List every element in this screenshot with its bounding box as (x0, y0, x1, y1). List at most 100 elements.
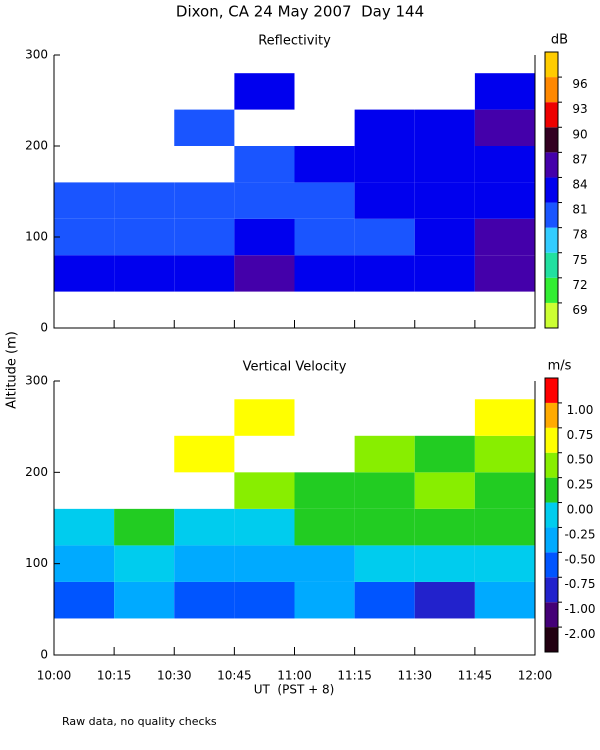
heatmap-cell (414, 435, 475, 473)
heatmap-cell (234, 545, 295, 582)
colorbar-tick-label: 90 (572, 127, 587, 141)
colorbar-tick-label: 96 (572, 77, 587, 91)
colorbar-tick-label: 0.75 (567, 428, 594, 442)
heatmap-cell (354, 581, 415, 619)
heatmap-cell (294, 581, 355, 619)
heatmap-cell (294, 255, 355, 292)
colorbar-segment (545, 602, 558, 628)
heatmap-cell (474, 581, 535, 619)
colorbar-tick-label: -0.75 (564, 577, 595, 591)
colorbar-segment (545, 77, 558, 103)
colorbar-tick-label: 0.50 (567, 453, 594, 467)
heatmap-cell (354, 146, 415, 183)
colorbar-frame (544, 51, 559, 329)
panel-title: Reflectivity (258, 34, 331, 49)
colorbar-tick-label: -1.00 (564, 602, 595, 616)
heatmap-cell (294, 218, 355, 256)
heatmap-cell (174, 435, 235, 473)
heatmap-cell (414, 581, 475, 619)
colorbar-segment (545, 427, 558, 453)
colorbar-tick-label: 93 (572, 102, 587, 116)
colorbar-segment (545, 577, 558, 603)
heatmap-cell (294, 146, 355, 183)
colorbar-tick-label: -0.25 (564, 527, 595, 541)
heatmap-cell (114, 545, 175, 582)
heatmap-cell (114, 508, 175, 546)
heatmap-cell (354, 109, 415, 146)
x-tick-label: 12:00 (518, 669, 553, 683)
panel-title: Vertical Velocity (243, 360, 347, 375)
heatmap-cell (294, 182, 355, 219)
colorbar-segment (545, 277, 558, 303)
heatmap-cell (114, 581, 175, 619)
heatmap-cell (114, 182, 175, 219)
y-tick-label: 0 (40, 648, 48, 662)
colorbar-tick-label: 87 (572, 152, 587, 166)
colorbar-segment (545, 177, 558, 203)
colorbar-tick-label: 1.00 (567, 403, 594, 417)
heatmap-cell (54, 508, 115, 546)
colorbar-tick-label: 72 (572, 278, 587, 292)
heatmap-cell (54, 545, 115, 582)
heatmap-cell (354, 218, 415, 256)
heatmap-cell (474, 146, 535, 183)
heatmap-cell (414, 109, 475, 146)
colorbar-segment (545, 502, 558, 528)
x-tick-label: 10:15 (97, 669, 132, 683)
heatmap-cell (474, 182, 535, 219)
heatmap-cell (174, 508, 235, 546)
colorbar-segment (545, 552, 558, 578)
heatmap-cell (474, 435, 535, 473)
heatmap-cell (174, 218, 235, 256)
heatmap-cell (174, 182, 235, 219)
heatmap-cell (474, 218, 535, 256)
heatmap-cell (234, 255, 295, 292)
y-tick-label: 300 (25, 48, 48, 62)
heatmap-cell (474, 255, 535, 292)
colorbar-segment (545, 477, 558, 503)
x-tick-label: 10:30 (157, 669, 192, 683)
figure-title: Dixon, CA 24 May 2007 Day 144 (176, 3, 424, 21)
y-tick-label: 100 (25, 556, 48, 570)
heatmap-cell (414, 146, 475, 183)
heatmap-cell (354, 255, 415, 292)
heatmap-cell (174, 255, 235, 292)
heatmap-cell (354, 435, 415, 473)
colorbar-segment (545, 527, 558, 553)
colorbar-segment (545, 202, 558, 228)
colorbar-tick-label: -2.00 (564, 627, 595, 641)
y-tick-label: 100 (25, 230, 48, 244)
heatmap-cell (474, 109, 535, 146)
heatmap-cell (474, 545, 535, 582)
heatmap-cell (54, 581, 115, 619)
heatmap-cell (114, 218, 175, 256)
heatmap-cell (174, 109, 235, 146)
heatmap-cell (54, 255, 115, 292)
y-tick-label: 0 (40, 321, 48, 335)
x-tick-label: 11:30 (397, 669, 432, 683)
y-tick-label: 200 (25, 465, 48, 479)
heatmap-cell (414, 255, 475, 292)
colorbar-tick-label: 0.00 (567, 503, 594, 517)
heatmap-cell (414, 182, 475, 219)
colorbar-segment (545, 252, 558, 278)
heatmap-cell (234, 73, 295, 110)
heatmap-cell (474, 472, 535, 509)
heatmap-cell (294, 472, 355, 509)
heatmap-cell (234, 182, 295, 219)
x-tick-label: 11:00 (277, 669, 312, 683)
colorbar-label: m/s (548, 359, 572, 374)
colorbar-tick-label: -0.50 (564, 552, 595, 566)
colorbar-tick-label: 78 (572, 228, 587, 242)
heatmap-cell (414, 545, 475, 582)
heatmap-cell (234, 146, 295, 183)
colorbar-segment (545, 52, 558, 78)
colorbar-tick-label: 81 (572, 203, 587, 217)
heatmap-cell (294, 508, 355, 546)
colorbar-segment (545, 227, 558, 253)
colorbar-segment (545, 152, 558, 178)
x-tick-label: 11:15 (337, 669, 372, 683)
heatmap-cell (474, 73, 535, 110)
colorbar-segment (545, 102, 558, 128)
